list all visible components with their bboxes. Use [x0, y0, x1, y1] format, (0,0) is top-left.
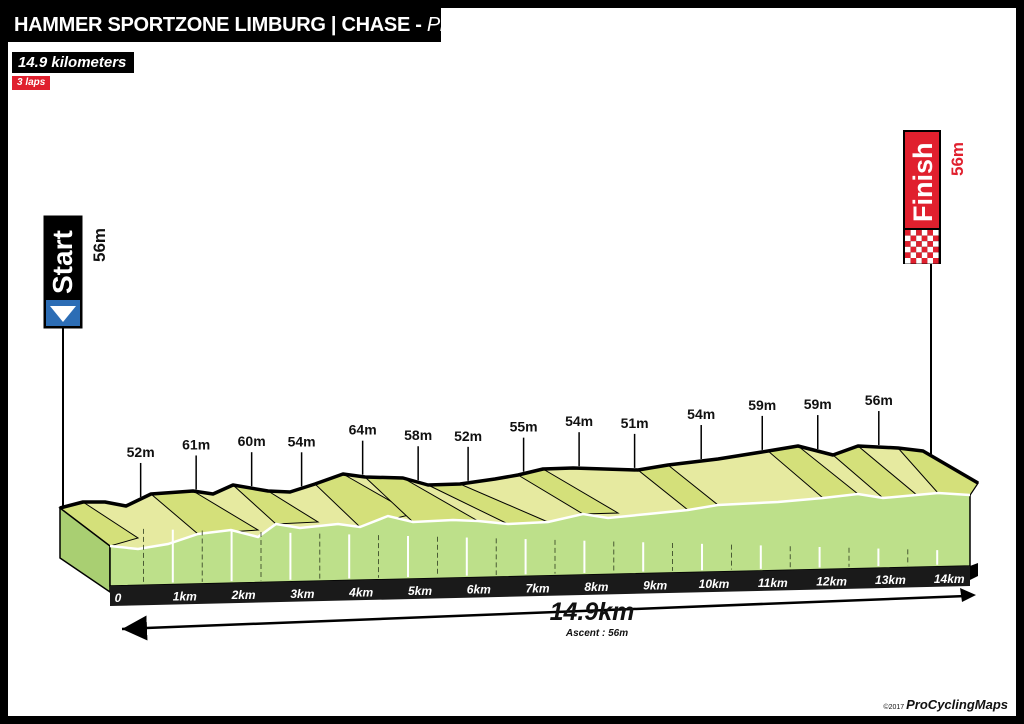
finish-label: Finish	[908, 143, 938, 223]
start-flag: Start	[43, 215, 83, 329]
distance-arrow-head-right	[960, 588, 976, 602]
km-tick-label: 9km	[643, 579, 667, 593]
km-tick-label: 5km	[408, 584, 432, 598]
total-distance: 14.9km	[550, 598, 635, 626]
elevation-label: 54m	[288, 433, 316, 449]
profile-frame: 0 1km 2km 3km 4km 5km 6km 7km 8km 9km 10km 11km 12km…	[8, 8, 1016, 716]
title-separator: -	[410, 14, 427, 36]
elevation-label: 56m	[865, 392, 893, 408]
profile-wall-top-edge	[109, 491, 971, 551]
checkered-pattern	[905, 230, 939, 264]
elevation-label: 52m	[127, 444, 155, 460]
profile-body	[58, 444, 980, 606]
km-tick-label: 14km	[934, 572, 965, 586]
km-tick-label: 11km	[758, 576, 788, 590]
elevation-label: 52m	[454, 428, 482, 444]
km-tick-label: 0	[115, 591, 122, 605]
start-elevation: 56m	[90, 228, 109, 262]
elevation-label: 59m	[748, 397, 776, 413]
km-tick-label: 13km	[875, 573, 906, 587]
km-tick-label: 7km	[526, 581, 550, 595]
km-tick-label: 8km	[584, 580, 608, 594]
profile-slopes	[58, 445, 979, 547]
profile-ridge	[59, 444, 979, 510]
km-tick-label: 2km	[231, 588, 256, 602]
credit: ©2017 ProCyclingMaps	[883, 697, 1008, 712]
km-tick-label: 3km	[290, 587, 314, 601]
km-tick-label: 6km	[467, 583, 491, 597]
distance-badge: 14.9 kilometers	[12, 52, 135, 73]
laps-badge: 3 laps	[12, 76, 51, 90]
start-label: Start	[47, 230, 78, 294]
race-title: HAMMER SPORTZONE LIMBURG | CHASE	[14, 14, 410, 36]
credit-brand: ProCyclingMaps	[906, 697, 1008, 712]
elevation-label: 60m	[238, 433, 266, 449]
credit-year: ©2017	[883, 704, 905, 711]
finish-flag: Finish	[903, 130, 941, 264]
title-bar: HAMMER SPORTZONE LIMBURG | CHASE - Profi…	[8, 8, 482, 42]
elevation-label: 59m	[804, 396, 832, 412]
elevation-label: 54m	[565, 413, 593, 429]
km-tick-labels: 0 1km 2km 3km 4km 5km 6km 7km 8km 9km 10km 11km 12km…	[115, 572, 965, 605]
elevation-label: 58m	[404, 427, 432, 443]
wall-divisions	[142, 528, 939, 584]
profile-subtitle: Profile	[426, 14, 482, 36]
elevation-label: 64m	[349, 422, 377, 438]
elevation-label: 51m	[621, 415, 649, 431]
km-tick-label: 4km	[348, 585, 373, 599]
elevation-label: 55m	[510, 419, 538, 435]
km-tick-label: 10km	[699, 577, 730, 591]
total-ascent: Ascent : 56m	[565, 628, 628, 639]
km-tick-label: 1km	[173, 590, 197, 604]
elevation-labels: 52m 61m 60m 54m 64m 58m 52m 55m 54m 51m 54m 59m 59m 5…	[127, 392, 893, 497]
km-tick-label: 12km	[816, 574, 847, 588]
distance-arrow	[121, 594, 967, 641]
elevation-label: 54m	[687, 406, 715, 422]
elevation-profile: 0 1km 2km 3km 4km 5km 6km 7km 8km 9km 10km 11km 12km…	[43, 130, 980, 641]
profile-base-lower	[110, 566, 970, 606]
elevation-label: 61m	[182, 436, 210, 452]
finish-elevation: 56m	[948, 142, 967, 176]
